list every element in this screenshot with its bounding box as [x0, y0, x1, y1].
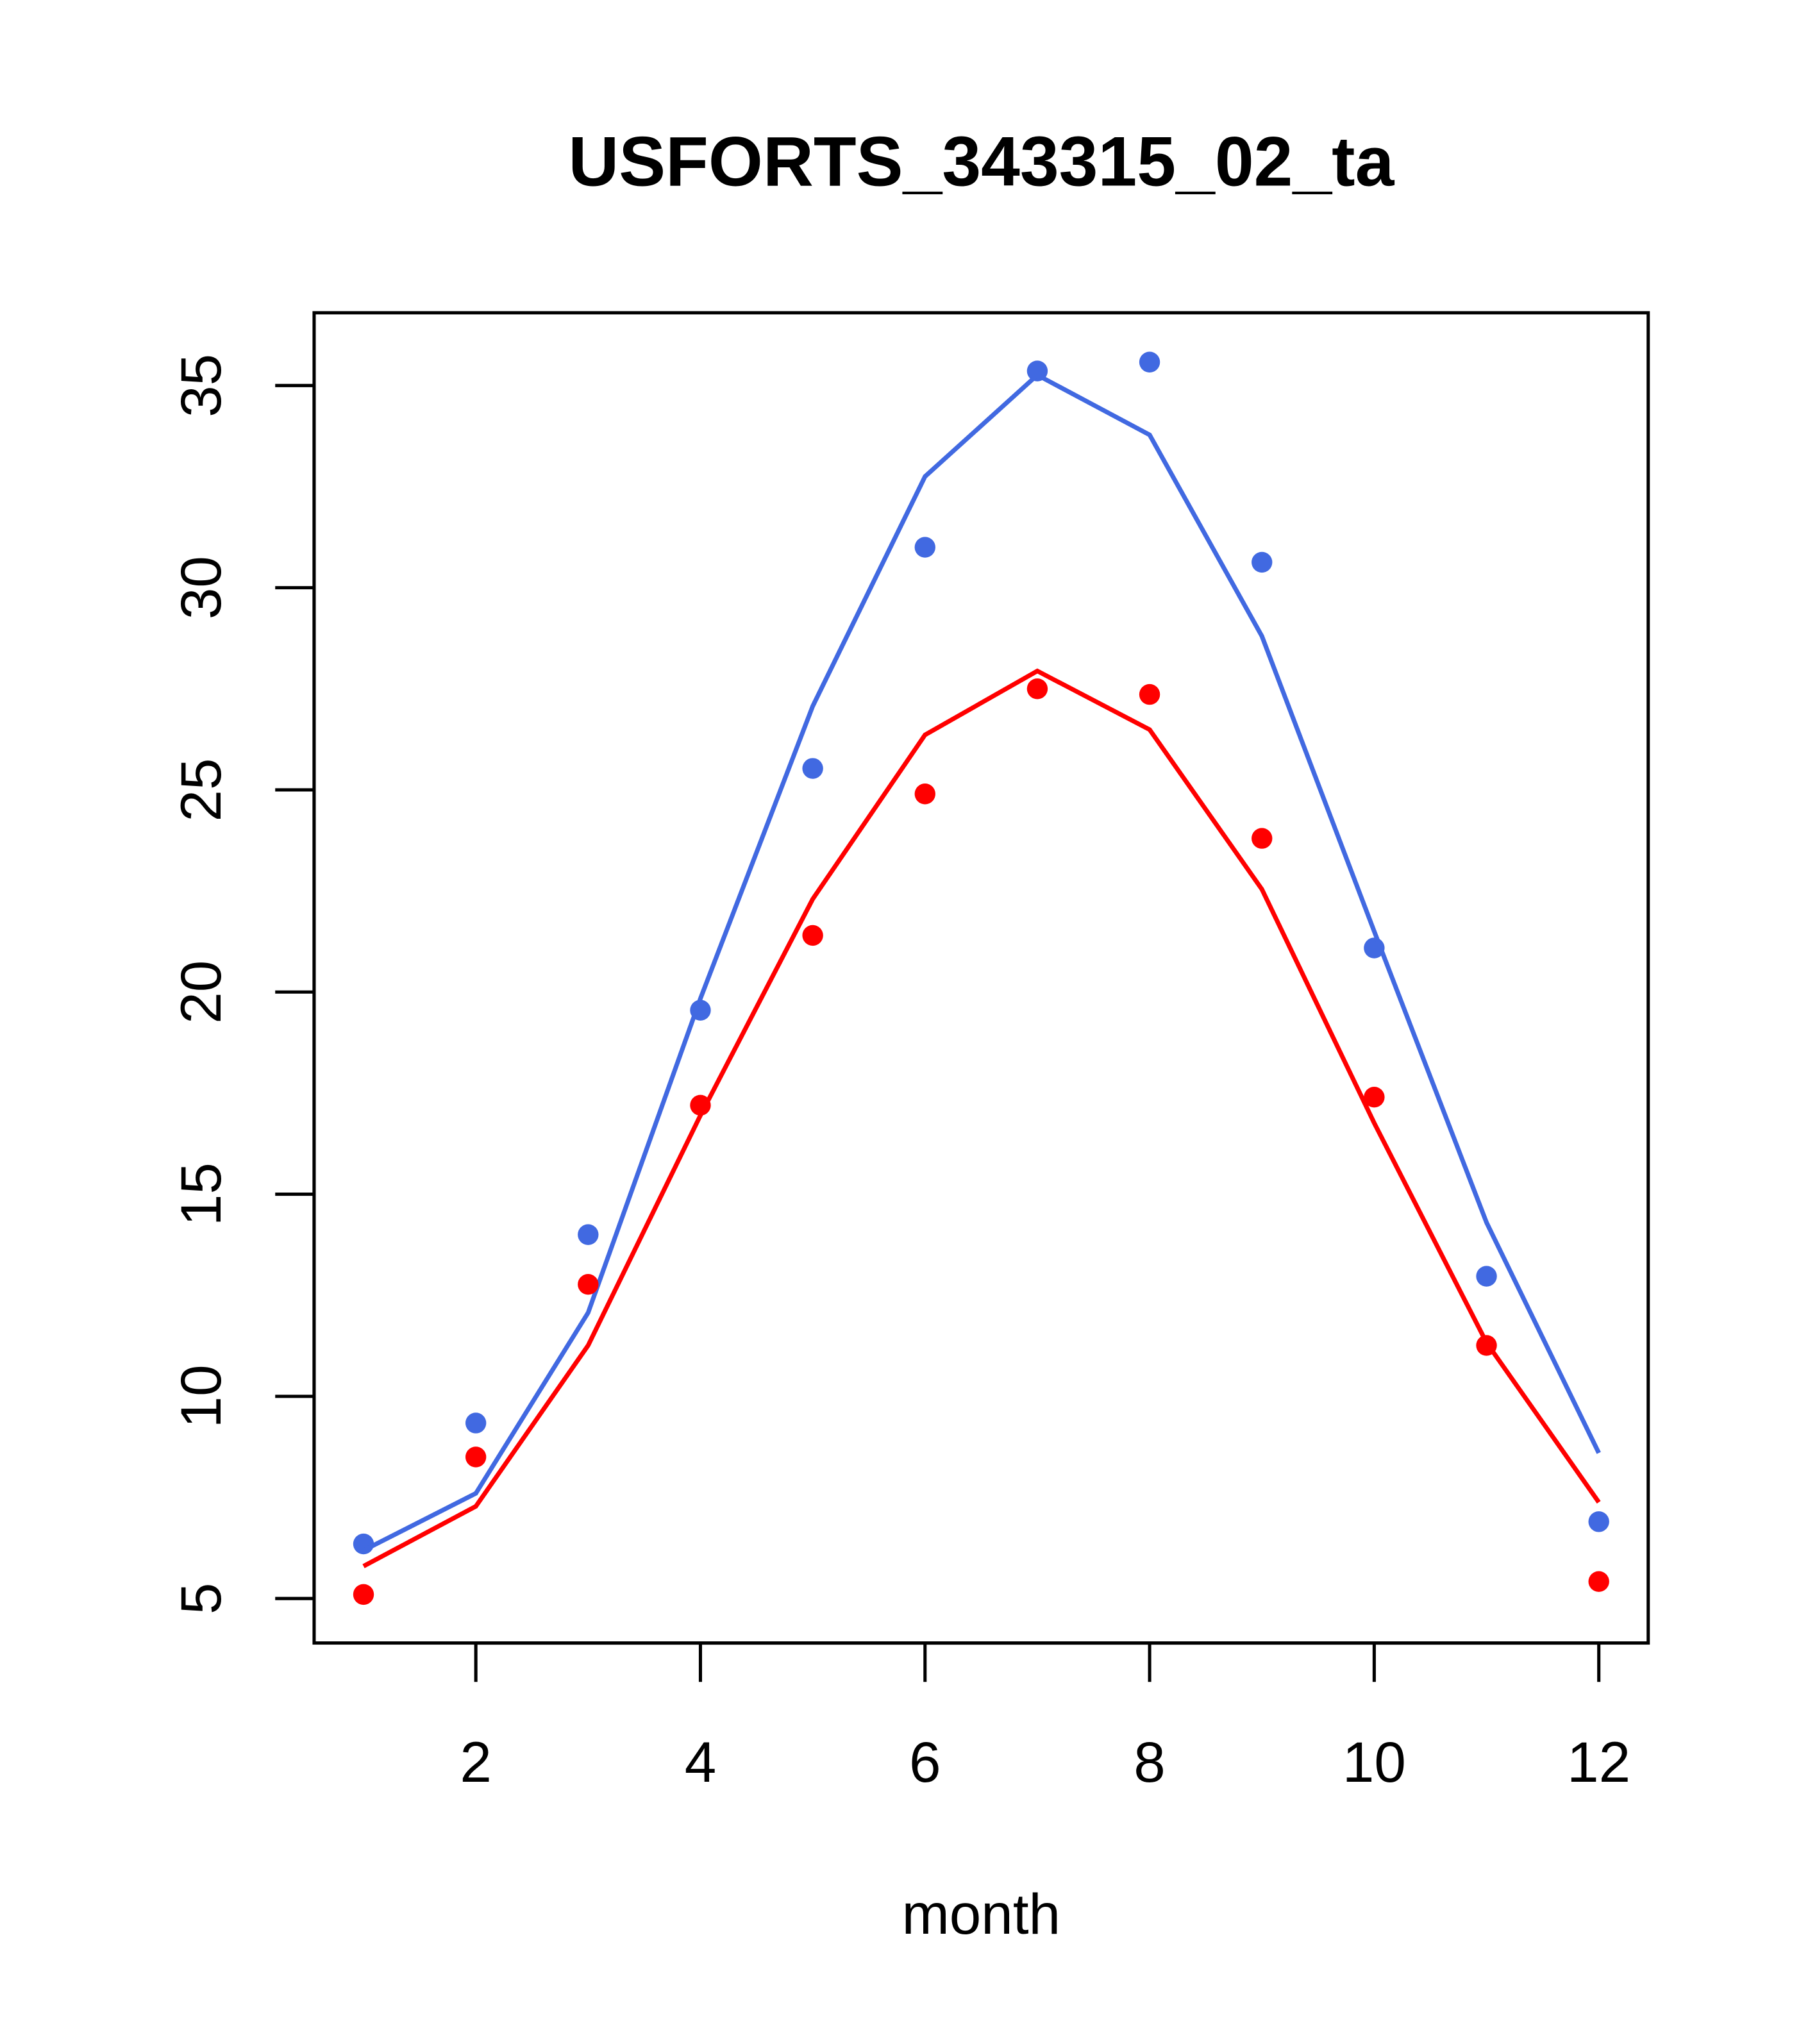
red-points-point [1139, 683, 1160, 705]
blue-points-point [914, 537, 935, 558]
plot-frame [312, 311, 1650, 1645]
x-tick-label: 2 [460, 1730, 492, 1794]
y-tick-label: 30 [169, 556, 233, 619]
x-axis-label: month [902, 1882, 1061, 1946]
y-tick-label: 25 [169, 758, 233, 821]
x-tick-label: 6 [909, 1730, 941, 1794]
series-group [353, 351, 1609, 1605]
y-tick-label: 10 [169, 1364, 233, 1428]
y-axis: 5 10 15 20 25 30 35 [169, 354, 316, 1614]
blue-points-point [1139, 351, 1160, 373]
red-points-point [578, 1273, 599, 1295]
x-tick-label: 12 [1567, 1730, 1630, 1794]
red-points-point [802, 925, 823, 946]
blue-line [362, 372, 1601, 1553]
chart-title: USFORTS_343315_02_ta [568, 122, 1394, 201]
y-tick-label: 5 [169, 1582, 233, 1614]
red-points-point [1252, 828, 1273, 849]
red-line [362, 668, 1601, 1568]
red-points-point [465, 1446, 487, 1468]
blue-points-point [802, 758, 823, 779]
x-axis: 2 4 6 8 10 12 [460, 1641, 1630, 1794]
red-points-point [1364, 1087, 1385, 1108]
blue-points-point [1252, 551, 1273, 573]
red-points-point [914, 783, 935, 805]
y-tick-label: 20 [169, 960, 233, 1024]
red-points-point [690, 1094, 711, 1116]
blue-points-point [1588, 1511, 1609, 1532]
red-points-point [1588, 1571, 1609, 1592]
blue-points-point [353, 1533, 374, 1555]
blue-points-point [1476, 1266, 1497, 1287]
x-tick-label: 4 [685, 1730, 717, 1794]
x-tick-label: 8 [1134, 1730, 1166, 1794]
red-points-point [1026, 678, 1048, 699]
y-tick-label: 35 [169, 354, 233, 417]
blue-points-point [578, 1224, 599, 1245]
blue-points-point [465, 1412, 487, 1434]
red-points-point [353, 1584, 374, 1605]
x-tick-label: 10 [1343, 1730, 1406, 1794]
y-tick-label: 15 [169, 1162, 233, 1226]
